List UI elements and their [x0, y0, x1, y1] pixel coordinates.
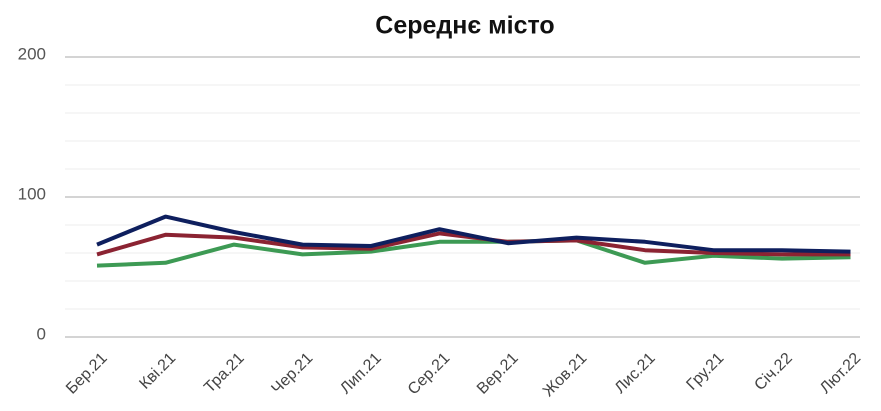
y-tick-label: 0	[37, 324, 46, 343]
x-tick-label: Вер.21	[474, 350, 522, 398]
x-tick-label: Тра.21	[201, 350, 248, 397]
chart-title: Середнє місто	[375, 12, 554, 40]
x-tick-label: Січ.22	[751, 350, 795, 394]
x-tick-label: Лис.21	[612, 350, 659, 397]
x-tick-label: Бер.21	[63, 350, 111, 398]
x-tick-label: Гру.21	[683, 350, 727, 394]
x-tick-label: Лют.22	[817, 350, 864, 397]
y-tick-label: 200	[18, 44, 46, 63]
x-tick-label: Жов.21	[540, 350, 590, 400]
x-tick-label: Чер.21	[268, 350, 316, 398]
x-tick-label: Сер.21	[405, 350, 454, 399]
line-series	[96, 238, 851, 268]
line-series	[96, 214, 851, 254]
x-tick-label: Лип.21	[337, 350, 385, 398]
x-tick-label: Кві.21	[136, 350, 179, 393]
y-tick-label: 100	[18, 184, 46, 203]
